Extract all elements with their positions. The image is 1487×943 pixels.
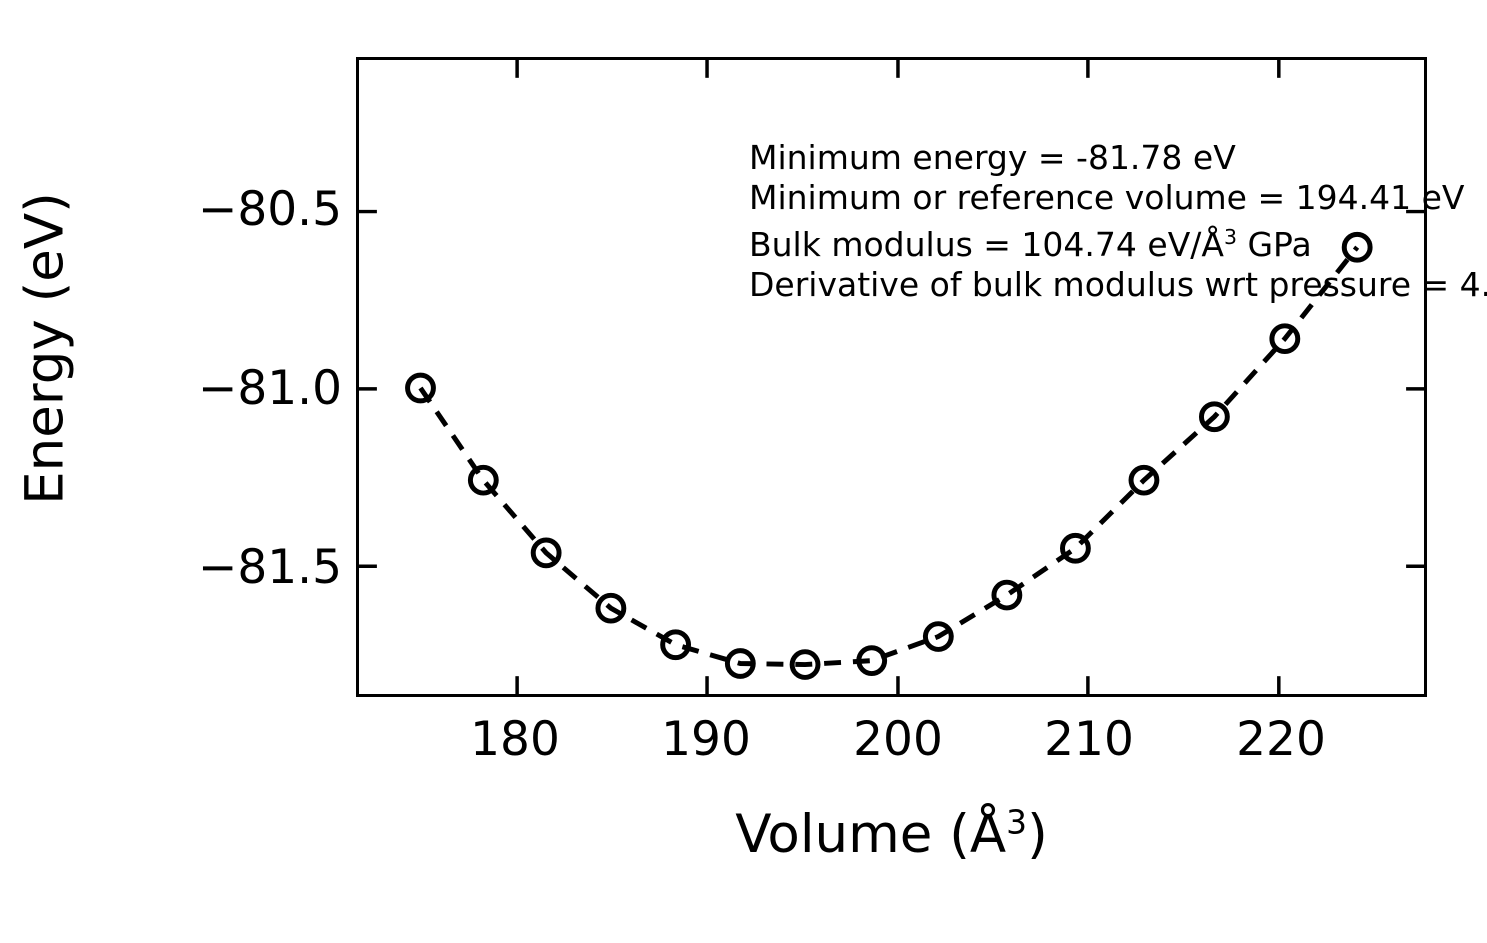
x-tick-label-2: 200 (853, 712, 943, 767)
x-tick-label-3: 210 (1044, 712, 1134, 767)
bottom-tick-marks (515, 676, 1281, 694)
x-axis-tick-labels: 180 190 200 210 220 (0, 716, 1487, 776)
y-tick-label-2: −81.5 (197, 540, 342, 595)
annotation-bulk-modulus-prefix: Bulk modulus = 104.74 eV/Å (749, 225, 1224, 264)
x-axis-title-prefix: Volume (Å (735, 804, 1007, 865)
top-tick-marks (515, 60, 1281, 78)
data-point-marker (660, 629, 692, 661)
right-tick-marks (1406, 209, 1424, 568)
data-point-marker (724, 648, 756, 679)
data-point-marker (1128, 464, 1160, 496)
y-axis-title: Energy (eV) (14, 192, 76, 505)
plot-canvas (359, 60, 1424, 694)
data-point-marker (1341, 231, 1373, 263)
annotation-bulk-modulus-superscript: 3 (1223, 225, 1237, 249)
data-point-marker (1269, 323, 1301, 355)
eos-data-markers (405, 231, 1373, 680)
data-point-marker (1060, 532, 1091, 564)
annotation-bulk-modulus-suffix: GPa (1236, 225, 1312, 264)
annotation-minimum-volume: Minimum or reference volume = 194.41 eV (749, 178, 1465, 217)
x-axis-title-superscript: 3 (1006, 802, 1028, 842)
eos-curve-line (418, 245, 1360, 668)
x-axis-title: Volume (Å3) (356, 805, 1427, 861)
data-point-marker (789, 649, 821, 680)
data-point-marker (530, 537, 562, 569)
left-tick-marks (359, 209, 377, 568)
annotation-bulk-modulus-derivative: Derivative of bulk modulus wrt pressure … (749, 265, 1487, 304)
annotation-minimum-energy: Minimum energy = -81.78 eV (749, 138, 1236, 177)
data-point-marker (991, 579, 1023, 611)
annotation-bulk-modulus: Bulk modulus = 104.74 eV/Å3 GPa (749, 225, 1487, 265)
fit-results-annotation: Minimum energy = -81.78 eV Minimum or re… (749, 138, 1487, 305)
y-axis-tick-labels: −80.5 −81.0 −81.5 (0, 0, 342, 943)
x-tick-label-4: 220 (1236, 712, 1326, 767)
y-tick-label-1: −81.0 (197, 361, 342, 416)
x-tick-label-0: 180 (470, 712, 560, 767)
data-point-marker (405, 372, 436, 404)
data-point-marker (922, 621, 954, 652)
data-point-marker (856, 645, 888, 677)
x-axis-title-suffix: ) (1027, 804, 1048, 865)
plot-axes-frame: Minimum energy = -81.78 eV Minimum or re… (356, 57, 1487, 697)
data-point-marker (1198, 401, 1230, 433)
y-tick-label-0: −80.5 (197, 182, 342, 237)
data-point-marker (467, 464, 499, 496)
data-point-marker (595, 592, 627, 624)
x-tick-label-1: 190 (661, 712, 751, 767)
